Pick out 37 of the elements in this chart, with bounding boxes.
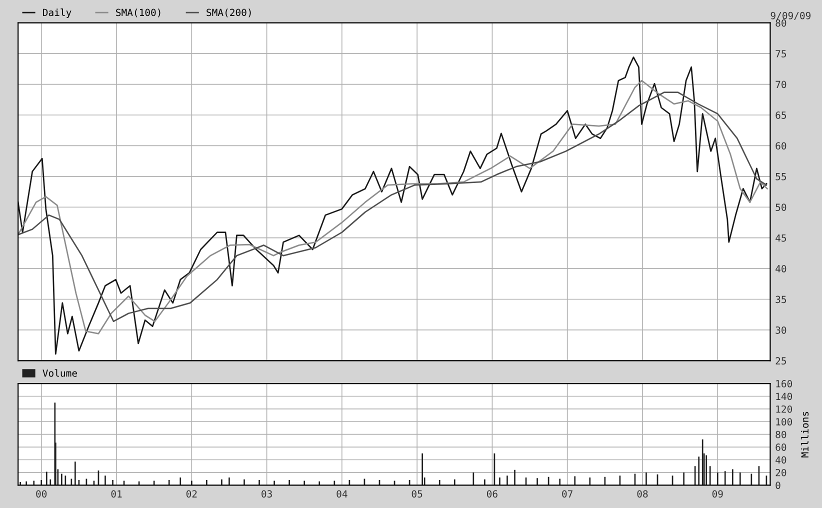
y-tick-label: 45 <box>776 234 786 242</box>
y-tick-label: 60 <box>776 444 786 451</box>
legend-label: SMA(100) <box>116 8 160 18</box>
legend-label: Volume <box>42 369 77 377</box>
y-tick-label: 120 <box>776 405 792 413</box>
x-tick-label: 08 <box>637 490 648 498</box>
y-tick-label: 80 <box>776 19 786 27</box>
y-tick-label: 75 <box>776 50 786 58</box>
y-tick-label: 60 <box>776 142 786 150</box>
x-tick-label: 07 <box>562 490 572 498</box>
y-tick-label: 40 <box>776 456 786 464</box>
y-tick-label: 20 <box>776 468 786 476</box>
legend-label: SMA(200) <box>206 8 251 18</box>
y-axis-title: Millions <box>800 412 809 458</box>
y-tick-label: 35 <box>776 296 786 304</box>
y-tick-label: 65 <box>776 111 786 119</box>
x-tick-label: 04 <box>336 490 348 498</box>
y-tick-label: 100 <box>776 418 792 426</box>
y-tick-label: 140 <box>776 392 792 400</box>
legend-label: Daily <box>43 8 72 18</box>
x-tick-label: 06 <box>486 490 498 498</box>
y-tick-label: 25 <box>776 357 786 365</box>
x-tick-label: 03 <box>262 490 272 498</box>
y-tick-label: 50 <box>776 204 786 211</box>
x-tick-label: 05 <box>412 490 422 498</box>
x-tick-label: 09 <box>712 490 723 498</box>
x-tick-label: 02 <box>186 490 197 498</box>
y-tick-label: 160 <box>776 380 792 388</box>
y-tick-label: 55 <box>776 173 786 180</box>
y-tick-label: 40 <box>776 265 786 272</box>
text: 9/09/09 <box>770 12 811 20</box>
y-tick-label: 30 <box>776 326 786 334</box>
y-tick-label: 80 <box>776 430 786 438</box>
y-tick-label: 70 <box>776 80 786 88</box>
x-tick-label: 01 <box>111 490 122 498</box>
y-tick-label: 0 <box>776 482 780 489</box>
x-tick-label: 00 <box>36 490 47 498</box>
